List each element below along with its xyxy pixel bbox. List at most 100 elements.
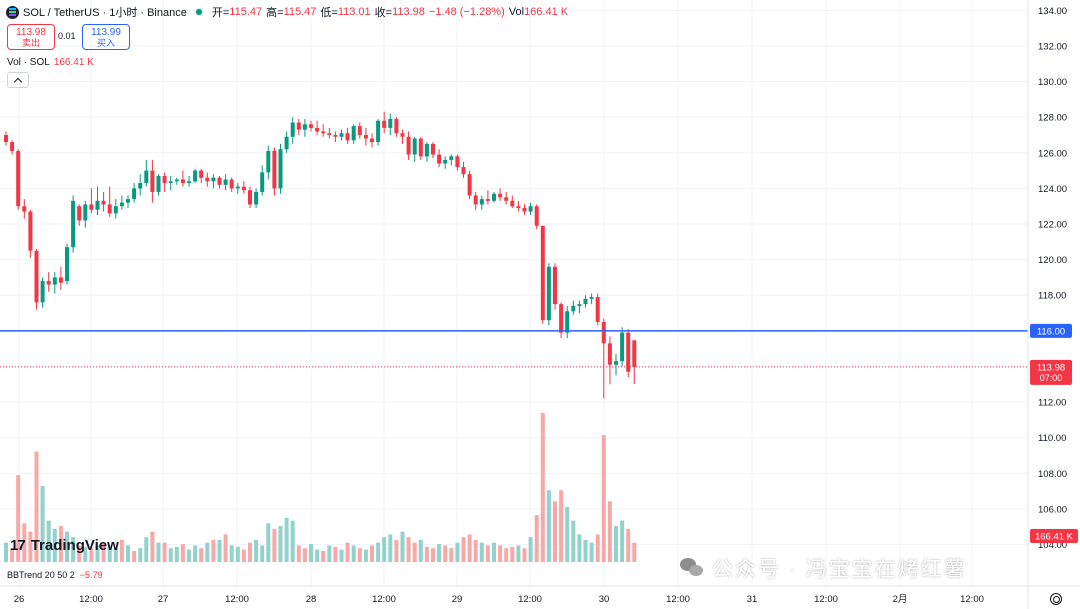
candle-body [58,277,63,283]
price-tick-label: 110.00 [1038,433,1066,444]
volume-bar [10,548,15,562]
watermark: 公众号 · 冯宝宝在烤红薯 [680,553,967,583]
horizontal-line-badge [1030,323,1072,338]
time-tick-label: 29 [452,594,463,605]
candle-body [22,206,27,212]
candle-body [522,207,527,212]
time-tick-label: 12:00 [79,594,103,605]
volume-bar [83,546,88,562]
market-open-status-icon [194,8,203,16]
candle-body [241,186,246,191]
volume-legend[interactable]: Vol · SOL 166.41 K [7,57,94,68]
volume-bar [132,550,137,562]
sell-button[interactable]: 113.98 卖出 [7,24,55,50]
volume-bar [211,539,216,562]
candle-body [620,332,625,362]
candle-body [229,179,234,189]
vol-value: 166.41 K [524,6,569,18]
price-tick-label: 108.00 [1038,469,1067,480]
volume-bar [351,545,356,562]
price-tick-label: 134.00 [1038,6,1067,17]
time-tick-label: 12:00 [372,594,396,605]
tradingview-logo[interactable]: 17 TradingView [10,537,119,554]
volume-bar [345,542,350,562]
solana-logo-icon [6,5,19,19]
price-tick-label: 104.00 [1038,540,1067,551]
volume-bar [406,537,411,562]
volume-bar [272,528,277,562]
volume-bar [284,517,289,562]
candle-body [485,199,490,201]
watermark-text: 公众号 · 冯宝宝在烤红薯 [712,558,967,581]
volume-bar [443,545,448,562]
candle-body [577,304,582,306]
volume-bar [577,534,582,562]
symbol-title[interactable]: SOL / TetherUS · 1小时 · Binance [23,7,187,19]
candle-body [327,133,332,135]
volume-bar [510,546,515,562]
candle-body [333,134,338,137]
volume-bar [278,526,283,562]
volume-bar [485,545,490,562]
candle-body [168,181,173,184]
volume-bar [138,548,143,562]
time-tick-label: 12:00 [960,594,984,605]
volume-bar [601,435,606,562]
volume-bar [107,545,112,562]
candle-body [156,175,161,192]
time-tick-label: 26 [14,594,25,605]
volume-bar [260,545,265,562]
chevron-up-icon [13,77,23,86]
candle-body [571,305,576,312]
candle-body [71,200,76,248]
candle-body [4,134,8,143]
candle-body [205,177,210,182]
volume-bar [4,542,8,562]
candle-body [113,206,118,214]
volume-bar [449,548,454,562]
volume-bar [479,542,484,562]
close-label: 收= [374,7,393,19]
price-tick-label: 106.00 [1038,504,1067,515]
candle-body [321,131,326,134]
candle-body [528,206,533,212]
candle-body [150,170,155,192]
price-tick-label: 122.00 [1038,220,1067,231]
price-tick-label: 118.00 [1038,291,1066,302]
time-tick-label: 27 [158,594,169,605]
vol-label: Vol [508,6,525,18]
volume-bar [199,548,204,562]
candle-body [412,138,417,155]
volume-bar [589,542,594,562]
settings-icon[interactable] [1050,593,1062,605]
candle-body [382,120,387,128]
volume-bar [34,451,39,562]
time-tick-label: 28 [306,594,317,605]
candle-body [595,297,600,322]
candle-body [290,122,295,137]
collapse-legend-button[interactable] [7,72,29,88]
volume-bar [119,539,124,562]
candle-body [437,154,442,164]
price-tick-label: 120.00 [1038,255,1067,266]
volume-bar [266,523,271,562]
candle-body [559,304,564,333]
volume-bar [46,520,51,562]
volume-bar [492,542,496,562]
volume-bar [296,545,301,562]
candle-body [10,142,15,152]
volume-bar [473,539,478,562]
candle-body [473,195,478,205]
volume-bar [595,534,600,562]
buy-label: 买入 [96,38,115,48]
candle-body [187,181,191,184]
volume-bar [461,537,466,562]
bbtrend-legend[interactable]: BBTrend 20 50 2 −5.79 [7,570,103,580]
candle-body [199,170,204,178]
volume-bar [327,545,332,562]
buy-button[interactable]: 113.99 买入 [82,24,130,50]
volume-bar [546,490,551,562]
candle-body [479,199,484,205]
candle-body [498,193,503,198]
